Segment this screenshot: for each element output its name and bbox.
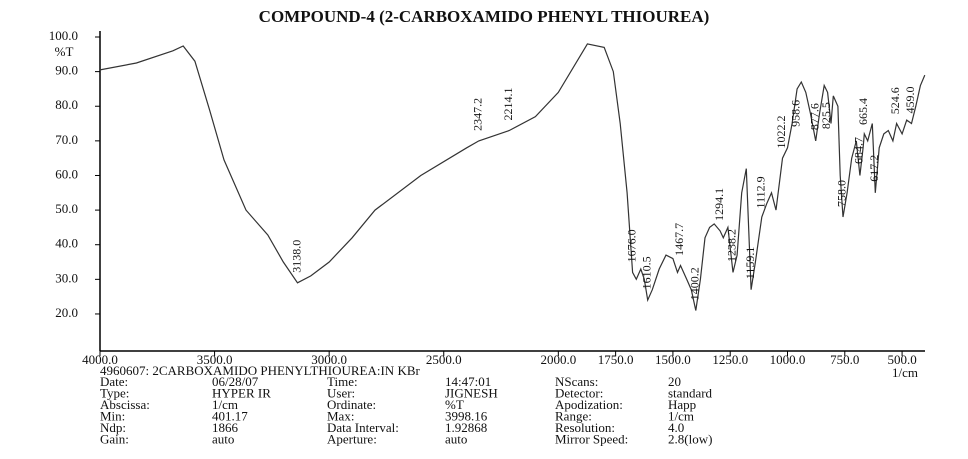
peak-label: 877.6 <box>807 103 821 130</box>
info-value: %T <box>445 397 464 412</box>
info-key: Resolution: <box>555 420 615 435</box>
info-value: 2.8(low) <box>668 431 712 446</box>
peak-label: 1159.1 <box>743 247 757 280</box>
info-key: Time: <box>327 374 358 389</box>
x-tick-label: 2500.0 <box>426 352 462 367</box>
peak-label: 758.0 <box>835 180 849 207</box>
peak-label: 1676.0 <box>624 229 638 262</box>
peak-label: 1238.2 <box>725 229 739 262</box>
info-key: Range: <box>555 408 592 423</box>
info-key: Ordinate: <box>327 397 376 412</box>
x-tick-label: 500.0 <box>887 352 916 367</box>
x-tick-label: 1500.0 <box>655 352 691 367</box>
y-tick-label: 100.0 <box>49 28 78 43</box>
peak-label: 1610.5 <box>639 256 653 289</box>
y-tick-label: 60.0 <box>55 166 78 181</box>
info-value: 401.17 <box>212 408 248 423</box>
y-tick-label: 90.0 <box>55 63 78 78</box>
info-value: Happ <box>668 397 696 412</box>
info-value: 3998.16 <box>445 408 488 423</box>
x-tick-label: 4000.0 <box>82 352 118 367</box>
x-tick-label: 750.0 <box>830 352 859 367</box>
peak-label: 524.6 <box>888 87 902 114</box>
x-tick-label: 2000.0 <box>540 352 576 367</box>
info-value: HYPER IR <box>212 385 271 400</box>
peak-label: 1112.9 <box>753 176 767 208</box>
info-value: 1/cm <box>668 408 694 423</box>
info-key: NScans: <box>555 374 598 389</box>
info-key: Max: <box>327 408 354 423</box>
info-key: Ndp: <box>100 420 126 435</box>
peak-label: 1467.7 <box>672 223 686 256</box>
peak-label: 617.2 <box>867 155 881 182</box>
info-value: auto <box>445 431 467 446</box>
info-key: Aperture: <box>327 431 377 446</box>
y-tick-label: 20.0 <box>55 305 78 320</box>
y-axis-label: %T <box>55 44 74 59</box>
peak-label: 684.7 <box>852 137 866 164</box>
info-value: JIGNESH <box>445 385 498 400</box>
spectrum-line <box>99 43 926 311</box>
peak-label: 958.6 <box>789 100 803 127</box>
info-key: Data Interval: <box>327 420 399 435</box>
y-tick-label: 70.0 <box>55 132 78 147</box>
peak-label: 1294.1 <box>712 188 726 221</box>
info-value: 1.92868 <box>445 420 487 435</box>
info-key: Date: <box>100 374 128 389</box>
info-key: Gain: <box>100 431 129 446</box>
info-key: Apodization: <box>555 397 623 412</box>
peak-label: 3138.0 <box>289 240 303 273</box>
peak-label: 1022.2 <box>774 116 788 149</box>
chart-title: COMPOUND-4 (2-CARBOXAMIDO PHENYL THIOURE… <box>259 7 710 26</box>
info-value: 4.0 <box>668 420 684 435</box>
info-key: Mirror Speed: <box>555 431 628 446</box>
x-axis-label: 1/cm <box>892 365 918 380</box>
x-tick-label: 3000.0 <box>311 352 347 367</box>
info-key: Type: <box>100 385 129 400</box>
peak-label: 459.0 <box>903 87 917 114</box>
x-tick-label: 3500.0 <box>197 352 233 367</box>
y-tick-label: 40.0 <box>55 236 78 251</box>
info-value: 14:47:01 <box>445 374 491 389</box>
x-tick-label: 1250.0 <box>712 352 748 367</box>
peak-label: 1400.2 <box>688 267 702 300</box>
info-key: Abscissa: <box>100 397 150 412</box>
info-value: 1/cm <box>212 397 238 412</box>
y-tick-label: 50.0 <box>55 201 78 216</box>
peak-label: 2347.2 <box>471 98 485 131</box>
info-value: standard <box>668 385 713 400</box>
info-key: User: <box>327 385 355 400</box>
y-tick-label: 80.0 <box>55 97 78 112</box>
x-tick-label: 1000.0 <box>770 352 806 367</box>
y-tick-label: 30.0 <box>55 270 78 285</box>
peak-label: 2214.1 <box>501 87 515 120</box>
info-value: 20 <box>668 374 681 389</box>
sample-header: 4960607: 2CARBOXAMIDO PHENYLTHIOUREA:IN … <box>100 363 420 378</box>
x-tick-label: 1750.0 <box>598 352 634 367</box>
info-value: auto <box>212 431 234 446</box>
info-key: Min: <box>100 408 125 423</box>
info-value: 1866 <box>212 420 239 435</box>
info-key: Detector: <box>555 385 603 400</box>
peak-label: 825.5 <box>819 102 833 129</box>
peak-label: 665.4 <box>856 98 870 125</box>
info-value: 06/28/07 <box>212 374 259 389</box>
